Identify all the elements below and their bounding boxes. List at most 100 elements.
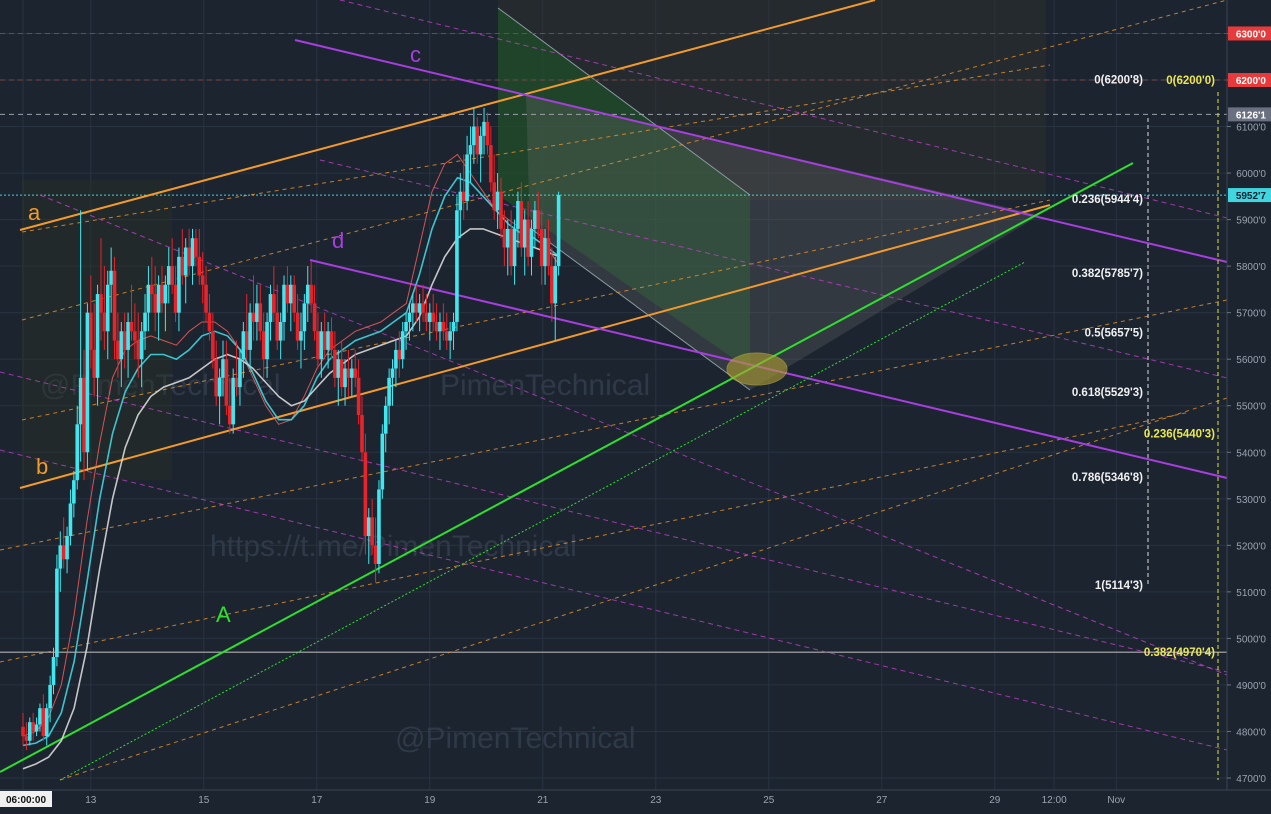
wave-label: d — [332, 228, 344, 253]
candle — [397, 331, 402, 378]
candle — [370, 498, 374, 555]
candle-body — [512, 228, 517, 267]
candle-body — [441, 321, 446, 332]
candle-body — [363, 452, 368, 537]
price-tick-label: 5200'0 — [1236, 541, 1266, 552]
candle — [214, 340, 219, 406]
candle — [380, 424, 385, 499]
candle — [200, 252, 205, 304]
candle-body — [265, 321, 269, 360]
candle — [224, 340, 229, 416]
candle — [44, 703, 49, 746]
fib-label-yellow: 0.382(4970'4) — [1144, 647, 1215, 659]
candle-body — [404, 321, 408, 332]
candle-body — [468, 145, 473, 155]
candle — [251, 275, 256, 341]
candle-body — [495, 191, 500, 211]
time-tick-label: 13 — [85, 795, 97, 806]
candle — [553, 256, 558, 341]
green-triangle-zone — [498, 8, 750, 370]
candle-body — [305, 284, 310, 304]
candle-body — [261, 331, 266, 360]
candle — [424, 294, 429, 332]
candle-body — [434, 321, 439, 332]
candle — [339, 340, 344, 397]
candle-body — [485, 121, 490, 146]
price-tag-label: 5952'7 — [1236, 191, 1267, 202]
time-tick-label: 17 — [311, 795, 323, 806]
wave-label: A — [216, 602, 231, 627]
price-tag-label: 6200'0 — [1236, 76, 1267, 87]
candle — [509, 210, 513, 276]
candle-body — [143, 312, 147, 332]
candle-body — [177, 256, 181, 313]
candle-body — [146, 284, 151, 313]
orange-channel-line — [0, 411, 1191, 663]
green-trendline-A — [0, 162, 1134, 773]
candle — [522, 210, 527, 276]
candle-body — [251, 312, 256, 322]
candle — [217, 368, 222, 425]
time-tick-label: 29 — [989, 795, 1001, 806]
candle-body — [336, 359, 341, 378]
time-tick-label: 12:00 — [1042, 795, 1067, 806]
candle — [468, 126, 473, 183]
candle — [343, 359, 347, 406]
candle — [139, 321, 144, 388]
moving-average-line — [22, 228, 561, 770]
candle — [150, 256, 154, 313]
candle — [400, 321, 405, 369]
candle-body — [180, 256, 185, 276]
candle — [275, 284, 280, 350]
candle — [495, 173, 500, 229]
candle — [346, 349, 351, 397]
candle-body — [272, 294, 276, 313]
candle-body — [360, 415, 364, 453]
candle — [163, 275, 168, 332]
reference-lines — [0, 32, 1227, 653]
candle-body — [417, 303, 422, 313]
candle — [170, 238, 174, 295]
candle — [441, 303, 446, 341]
candle — [512, 219, 517, 285]
orange-trendline-lower — [19, 204, 1051, 489]
candle — [24, 722, 29, 751]
candle — [72, 470, 76, 518]
candle — [499, 177, 503, 239]
candle — [353, 349, 358, 388]
candle — [411, 294, 415, 332]
candle-body — [373, 545, 378, 564]
candle-body — [238, 359, 242, 388]
price-tag — [1228, 73, 1271, 87]
candle — [295, 294, 300, 350]
triangle-edge — [497, 7, 751, 196]
candle-body — [275, 312, 280, 341]
orange-channel-line — [0, 299, 1228, 551]
magenta-channel-line — [319, 159, 1228, 379]
candle-body — [482, 121, 486, 136]
time-tick-label: 21 — [537, 795, 549, 806]
candle-body — [458, 191, 463, 211]
candle — [112, 256, 117, 360]
candle-body — [556, 195, 561, 267]
candle-body — [268, 294, 273, 322]
candle — [316, 312, 320, 369]
candle-body — [133, 331, 137, 341]
fib-label: 0.236(5944'4) — [1072, 194, 1143, 206]
candle-body — [55, 568, 59, 658]
fib-label: 1(5114'3) — [1095, 580, 1143, 592]
candle-body — [366, 517, 371, 537]
candle — [129, 284, 134, 341]
candle — [227, 377, 232, 434]
candle-body — [299, 331, 303, 341]
purple-trendline-c — [294, 39, 1228, 263]
candle — [387, 368, 391, 425]
candle — [336, 349, 341, 406]
candle — [292, 275, 296, 322]
candle — [255, 284, 259, 341]
candle-body — [231, 377, 235, 425]
candle-body — [302, 303, 307, 332]
candle-body — [156, 284, 161, 313]
candle-body — [394, 349, 398, 369]
price-tick-label: 5100'0 — [1236, 588, 1266, 599]
